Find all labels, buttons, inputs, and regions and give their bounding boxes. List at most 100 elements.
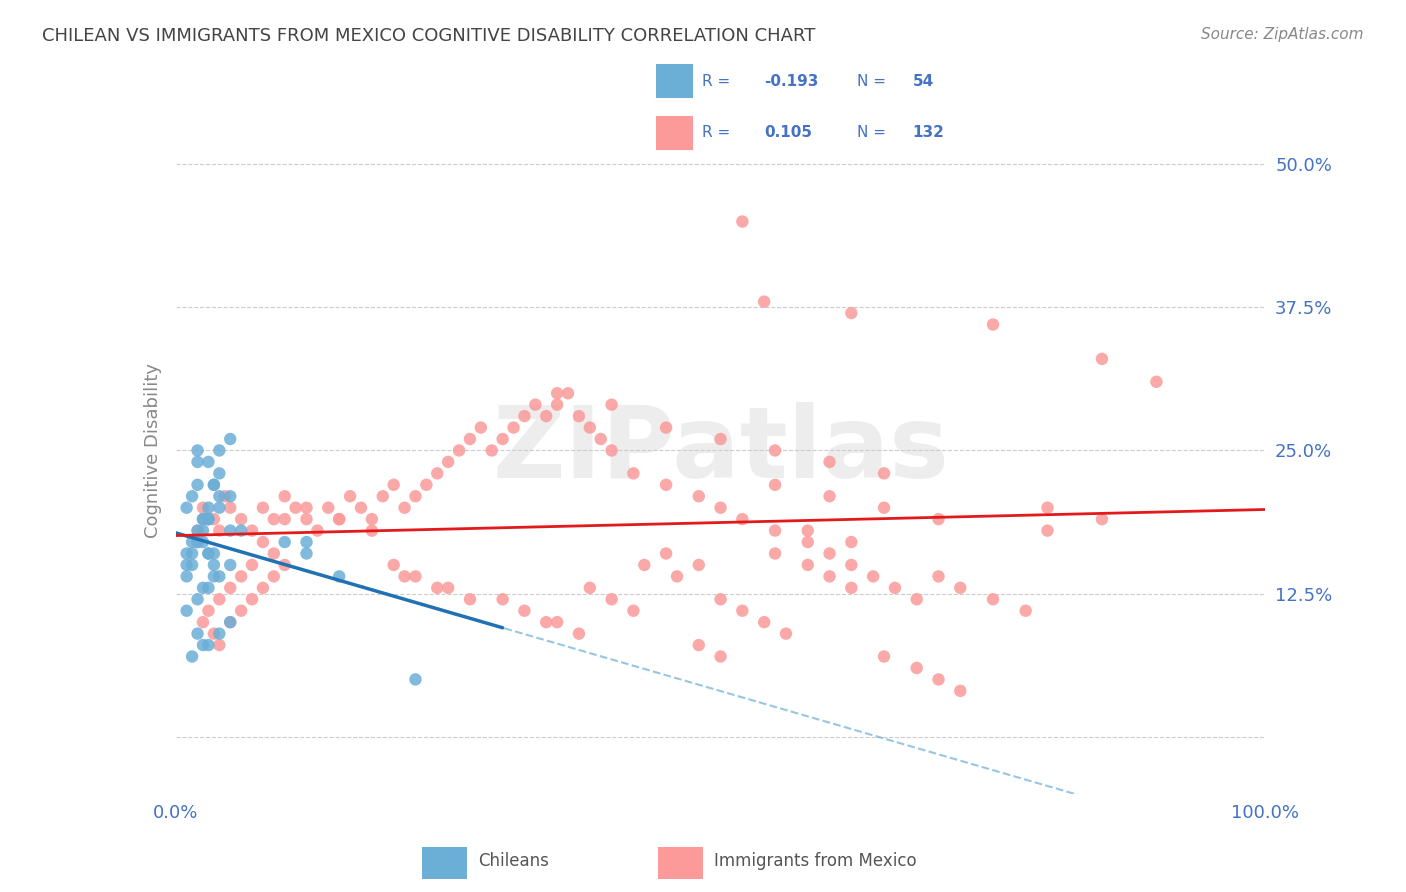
Y-axis label: Cognitive Disability: Cognitive Disability bbox=[143, 363, 162, 538]
Point bbox=[208, 524, 231, 538]
Point bbox=[208, 626, 231, 640]
Point bbox=[231, 604, 253, 618]
Point bbox=[818, 455, 841, 469]
Point bbox=[666, 569, 689, 583]
Point bbox=[873, 500, 896, 515]
Point bbox=[202, 512, 225, 526]
Point bbox=[252, 535, 274, 549]
Point bbox=[405, 489, 427, 503]
FancyBboxPatch shape bbox=[422, 847, 467, 879]
Point bbox=[600, 398, 623, 412]
Point bbox=[208, 443, 231, 458]
Point bbox=[534, 409, 557, 423]
Point bbox=[186, 455, 209, 469]
Point bbox=[197, 500, 219, 515]
Point bbox=[884, 581, 907, 595]
Point bbox=[818, 489, 841, 503]
Point bbox=[295, 546, 318, 561]
Point bbox=[191, 512, 214, 526]
Point bbox=[796, 535, 818, 549]
Point bbox=[579, 420, 602, 434]
Point bbox=[202, 626, 225, 640]
Text: R =: R = bbox=[703, 125, 735, 140]
Point bbox=[197, 512, 219, 526]
Point bbox=[731, 214, 754, 228]
Point bbox=[513, 409, 536, 423]
Point bbox=[197, 604, 219, 618]
Point bbox=[796, 558, 818, 572]
Point bbox=[219, 615, 242, 630]
Point bbox=[197, 512, 219, 526]
Point bbox=[818, 569, 841, 583]
Text: N =: N = bbox=[858, 125, 891, 140]
Point bbox=[981, 592, 1004, 607]
Point bbox=[394, 569, 416, 583]
Point bbox=[318, 500, 340, 515]
Point bbox=[426, 581, 449, 595]
Point bbox=[219, 432, 242, 446]
Point bbox=[633, 558, 655, 572]
Point bbox=[688, 638, 710, 652]
Point bbox=[191, 500, 214, 515]
Point bbox=[862, 569, 884, 583]
Point bbox=[214, 489, 236, 503]
Point bbox=[191, 512, 214, 526]
Text: CHILEAN VS IMMIGRANTS FROM MEXICO COGNITIVE DISABILITY CORRELATION CHART: CHILEAN VS IMMIGRANTS FROM MEXICO COGNIT… bbox=[42, 27, 815, 45]
Text: 0.105: 0.105 bbox=[765, 125, 813, 140]
Text: Immigrants from Mexico: Immigrants from Mexico bbox=[714, 852, 917, 870]
Point bbox=[274, 489, 297, 503]
Point bbox=[328, 512, 350, 526]
Point bbox=[197, 512, 219, 526]
Point bbox=[202, 478, 225, 492]
Point bbox=[208, 489, 231, 503]
Point bbox=[796, 524, 818, 538]
Point bbox=[202, 569, 225, 583]
Point bbox=[186, 535, 209, 549]
FancyBboxPatch shape bbox=[657, 64, 693, 98]
Point bbox=[202, 478, 225, 492]
Point bbox=[589, 432, 612, 446]
Point bbox=[176, 500, 198, 515]
Point bbox=[754, 615, 776, 630]
Text: ZIPatlas: ZIPatlas bbox=[492, 402, 949, 499]
Point bbox=[219, 489, 242, 503]
Point bbox=[176, 604, 198, 618]
Point bbox=[208, 467, 231, 481]
Point bbox=[775, 626, 797, 640]
Point bbox=[274, 558, 297, 572]
Point bbox=[197, 546, 219, 561]
Point bbox=[447, 443, 470, 458]
Point bbox=[841, 558, 863, 572]
Point bbox=[208, 569, 231, 583]
Point bbox=[197, 581, 219, 595]
Point bbox=[600, 443, 623, 458]
Point bbox=[534, 615, 557, 630]
Point bbox=[263, 512, 285, 526]
Point bbox=[492, 432, 515, 446]
Point bbox=[202, 558, 225, 572]
Point bbox=[371, 489, 394, 503]
Point bbox=[1036, 524, 1059, 538]
Point bbox=[655, 478, 678, 492]
Point bbox=[295, 535, 318, 549]
Point bbox=[524, 398, 547, 412]
Point bbox=[546, 398, 568, 412]
Point bbox=[568, 626, 591, 640]
Point bbox=[295, 500, 318, 515]
Text: -0.193: -0.193 bbox=[765, 74, 818, 89]
Point bbox=[219, 500, 242, 515]
Point bbox=[546, 615, 568, 630]
Point bbox=[197, 546, 219, 561]
Point bbox=[426, 467, 449, 481]
Point bbox=[710, 500, 733, 515]
Point bbox=[458, 592, 481, 607]
Point bbox=[382, 478, 405, 492]
Point bbox=[284, 500, 307, 515]
Point bbox=[905, 661, 928, 675]
Point bbox=[841, 581, 863, 595]
Point bbox=[181, 535, 204, 549]
Point bbox=[1144, 375, 1167, 389]
Point bbox=[181, 558, 204, 572]
Point bbox=[655, 546, 678, 561]
Point bbox=[458, 432, 481, 446]
